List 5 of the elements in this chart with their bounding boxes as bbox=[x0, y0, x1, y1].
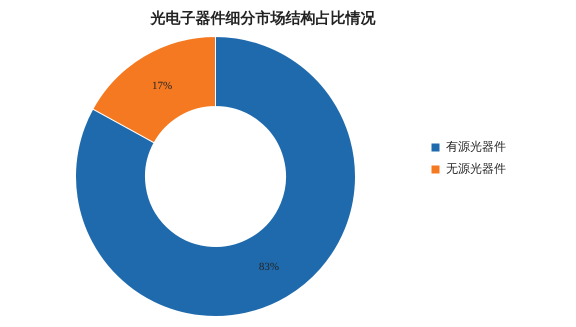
data-label: 83% bbox=[258, 260, 280, 273]
legend-label: 无源光器件 bbox=[446, 162, 506, 176]
legend-label: 有源光器件 bbox=[446, 140, 506, 154]
chart-title: 光电子器件细分市场结构占比情况 bbox=[150, 8, 376, 27]
data-label: 17% bbox=[152, 80, 172, 92]
